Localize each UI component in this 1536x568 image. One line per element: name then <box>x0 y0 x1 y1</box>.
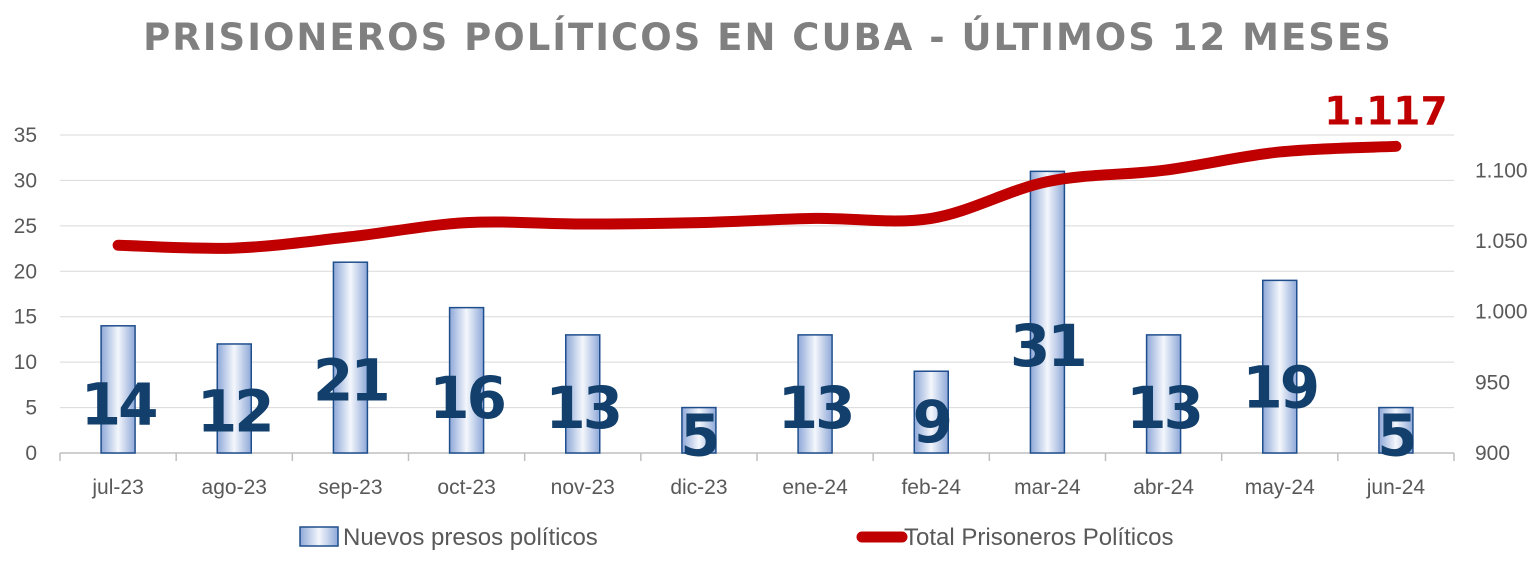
y-right-tick-label: 1.050 <box>1475 230 1528 253</box>
bar <box>565 334 601 454</box>
bar <box>100 325 136 454</box>
y-left-tick-label: 0 <box>25 442 37 465</box>
x-category-label: jul-23 <box>91 476 143 499</box>
bar-value-label: 9 <box>913 388 950 456</box>
x-category-label: dic-23 <box>670 476 727 499</box>
x-category-label: nov-23 <box>551 476 615 499</box>
bar <box>1378 406 1414 454</box>
x-category-label: may-24 <box>1245 476 1315 499</box>
bar-value-label: 21 <box>313 346 388 414</box>
x-category-label: oct-23 <box>437 476 495 499</box>
gridlines <box>60 134 1454 409</box>
axes: 0 5 10 15 20 25 30 35 900 950 1.000 1.050 1.100 jul-2… <box>14 124 1528 499</box>
x-category-label: mar-24 <box>1014 476 1081 499</box>
bar <box>332 261 369 454</box>
x-category-label: ene-24 <box>782 476 848 499</box>
bar-value-label: 5 <box>680 402 717 470</box>
y-right-tick-label: 1.000 <box>1475 301 1528 324</box>
bar-value-label: 19 <box>1242 353 1317 421</box>
bar-value-label: 14 <box>81 371 156 439</box>
line-end-label: 1.117 <box>1324 89 1447 134</box>
bar <box>1262 279 1298 454</box>
y-left-tick-label: 5 <box>25 397 37 420</box>
data-labels: 14 12 21 16 13 5 13 9 31 13 19 5 1.117 <box>81 89 1448 469</box>
y-right-tick-label: 1.100 <box>1475 159 1528 182</box>
x-category-label: sep-23 <box>318 476 382 499</box>
bar <box>1029 170 1066 454</box>
y-left-tick-label: 30 <box>14 169 37 192</box>
y-left-tick-label: 15 <box>14 306 37 329</box>
x-category-label: feb-24 <box>901 476 961 499</box>
x-category-label: ago-23 <box>202 476 267 499</box>
bar-value-label: 12 <box>197 378 272 446</box>
y-left-tick-label: 20 <box>14 260 37 283</box>
x-category-label: jun-24 <box>1366 476 1426 499</box>
bar <box>448 306 485 454</box>
bar <box>216 343 252 454</box>
y-right-tick-label: 950 <box>1475 371 1510 394</box>
x-category-label: abr-24 <box>1133 476 1194 499</box>
legend-bar-label: Nuevos presos políticos <box>343 524 598 551</box>
chart-title: PRISIONEROS POLÍTICOS EN CUBA - ÚLTIMOS … <box>143 16 1393 59</box>
y-left-tick-label: 25 <box>14 215 37 238</box>
legend: Nuevos presos políticos Total Prisoneros … <box>299 524 1173 551</box>
legend-line-label: Total Prisoneros Políticos <box>904 524 1173 551</box>
bar <box>1145 334 1182 454</box>
bar-value-label: 13 <box>778 374 853 442</box>
bar <box>797 334 833 454</box>
bar-value-label: 13 <box>545 374 620 442</box>
total-line <box>112 140 1402 254</box>
y-left-tick-label: 35 <box>14 124 37 147</box>
bar-value-label: 5 <box>1377 402 1414 470</box>
y-right-tick-label: 900 <box>1475 442 1510 465</box>
bar <box>913 370 949 454</box>
legend-bar-swatch <box>299 526 339 547</box>
y-left-tick-label: 10 <box>14 351 37 374</box>
line-series <box>112 140 1402 254</box>
bar-value-label: 31 <box>1010 312 1085 380</box>
bar-series <box>100 170 1414 454</box>
bar-value-label: 16 <box>429 364 504 432</box>
bar <box>681 406 717 454</box>
bar-value-label: 13 <box>1126 374 1201 442</box>
